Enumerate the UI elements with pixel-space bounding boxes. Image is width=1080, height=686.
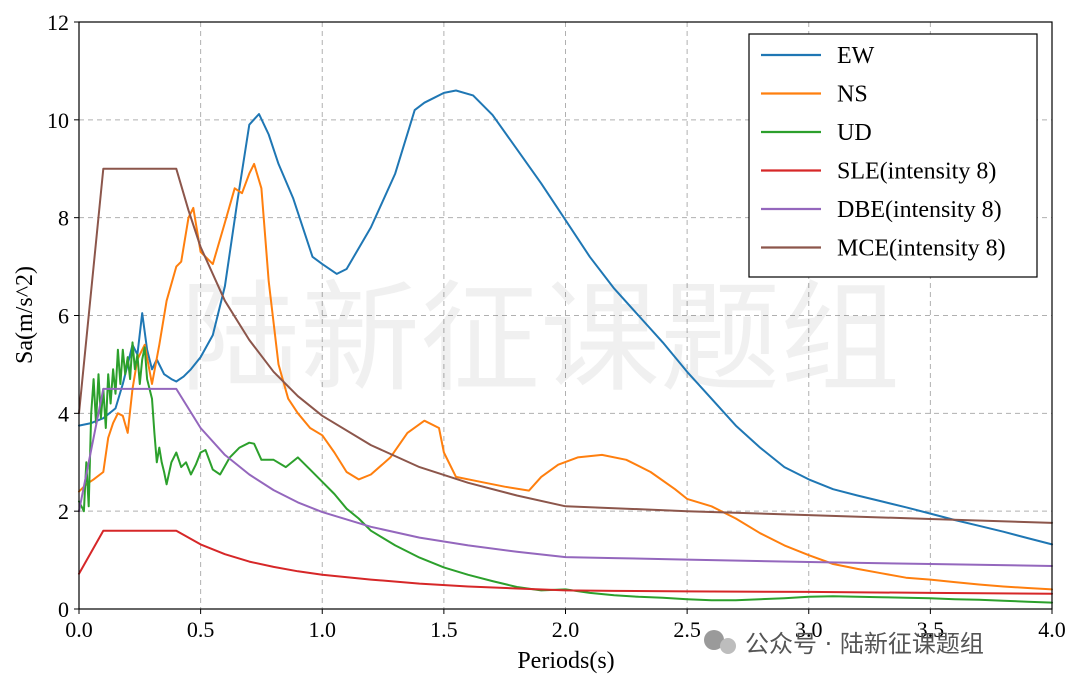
y-tick-label: 6 (58, 304, 69, 329)
x-tick-label: 2.5 (673, 617, 701, 642)
x-tick-label: 1.0 (309, 617, 337, 642)
series-line-ns (78, 162, 1053, 591)
series-line-ew (78, 89, 1053, 546)
legend-box (748, 33, 1038, 278)
y-axis-label: Sa(m/s^2) (12, 266, 38, 364)
y-tick-label: 12 (47, 10, 69, 35)
series-line-dbe-intensity-8 (78, 387, 1053, 567)
y-tick-label: 10 (47, 108, 69, 133)
x-tick-label: 0.0 (65, 617, 93, 642)
legend-label: DBE(intensity 8) (837, 197, 1002, 223)
x-tick-label: 2.0 (552, 617, 580, 642)
footer-watermark-text: 公众号 · 陆新征课题组 (745, 630, 984, 658)
x-tick-label: 1.5 (430, 617, 458, 642)
watermark-text: 陆新征课题组 (180, 270, 900, 409)
series-line-mce-intensity-8 (78, 167, 1053, 524)
x-tick-label: 4.0 (1038, 617, 1066, 642)
x-tick-label: 3.0 (795, 617, 823, 642)
legend-label: NS (837, 82, 868, 108)
wechat-icon (704, 630, 724, 650)
legend-label: EW (837, 43, 875, 69)
y-tick-label: 0 (58, 597, 69, 622)
x-tick-label: 0.5 (187, 617, 215, 642)
footer-watermark: 公众号 · 陆新征课题组 (704, 630, 984, 658)
y-tick-label: 8 (58, 206, 69, 231)
x-tick-label: 3.5 (917, 617, 945, 642)
y-tick-label: 4 (58, 401, 69, 426)
legend-label: UD (837, 120, 872, 146)
axis-ticks: 0.0 0.5 1.0 1.5 2.0 2.5 3.0 3.5 4.0 0 2 4 6 8 10 12 (47, 10, 1066, 642)
wechat-icon-secondary (720, 638, 736, 654)
series-line-ud (78, 341, 1053, 604)
legend-label: SLE(intensity 8) (837, 159, 996, 185)
x-axis-label: Periods(s) (517, 648, 614, 674)
series-line-sle-intensity-8 (78, 529, 1053, 595)
legend-label: MCE(intensity 8) (837, 236, 1006, 262)
y-tick-label: 2 (58, 499, 69, 524)
legend: EW NS UD SLE(intensity 8) DBE(intensity 8) MC… (748, 33, 1038, 278)
series-layer (78, 89, 1053, 604)
